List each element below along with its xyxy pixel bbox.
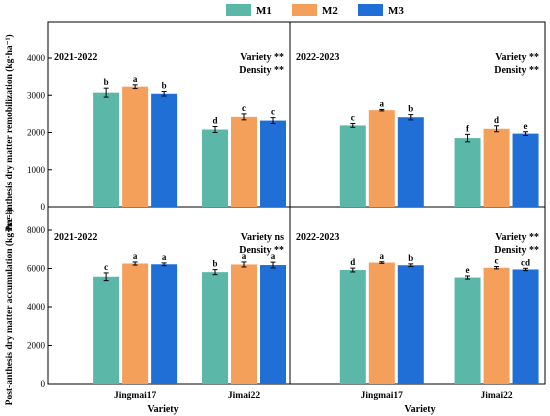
significance-letter: a [133,251,138,261]
bar-m1-jimai22 [454,277,481,384]
bar-m3-jimai22 [260,120,287,207]
bar-m3-jimai22 [512,269,539,384]
y-tick-label: 2000 [27,128,46,138]
y-tick-label: 4000 [27,302,46,312]
legend-label-m1: M1 [256,5,272,17]
significance-letter: a [242,251,247,261]
bar-m1-jimai22 [454,138,481,207]
figure-frame [47,21,546,385]
significance-annotation: Density ** [239,65,284,76]
bar-m3-jingmai17 [151,93,178,207]
bar-m3-jingmai17 [397,117,424,207]
x-tick-label: Jimai22 [228,391,260,401]
legend-swatch-m1 [226,4,251,16]
bar-m3-jimai22 [512,133,539,207]
significance-letter: b [104,77,109,87]
bar-m2-jimai22 [231,264,258,384]
significance-letter: c [351,113,355,123]
significance-letter: b [408,253,413,263]
significance-annotation: Density ** [494,245,539,256]
bar-m2-jingmai17 [368,110,395,207]
significance-letter: a [162,252,167,262]
significance-letter: c [271,107,275,117]
x-axis-label-right: Variety [404,404,435,415]
legend: M1 M2 M3 [226,4,404,17]
x-axis-label-left: Variety [147,404,178,415]
panel-2: 2022-2023 Variety ** Density ** c a b f d e [296,52,539,207]
y-tick-label: 1000 [27,165,46,175]
bar-m2-jimai22 [483,128,510,207]
significance-letter: a [380,98,385,108]
panel-3: 2021-2022 Variety ns Density ** 0 2000 4000 60… [27,225,287,401]
significance-letter: b [408,104,413,114]
significance-annotation: Variety ** [495,52,539,63]
significance-letter: f [466,123,470,133]
significance-letter: a [271,251,276,261]
significance-letter: d [494,115,499,125]
panel-1: 2021-2022 Variety ** Density ** 0 1000 2000 30… [27,52,287,212]
significance-letter: a [380,251,385,261]
y-axis-label-top: Pre-anthesis dry matter remobilization (… [4,34,15,231]
panel-4: 2022-2023 Variety ** Density ** Jingmai17 d a… [296,232,539,401]
significance-annotation: Variety ns [241,232,284,243]
bar-m2-jimai22 [231,116,258,207]
significance-annotation: Density ** [239,245,284,256]
panel-title: 2021-2022 [54,232,97,243]
significance-letter: c [495,256,499,266]
x-tick-label: Jingmai17 [114,391,156,401]
bar-m1-jingmai17 [339,270,366,384]
bar-m2-jingmai17 [368,262,395,384]
significance-letter: e [466,265,470,275]
x-tick-label: Jimai22 [480,391,512,401]
significance-letter: c [104,262,108,272]
plots: 2021-2022 Variety ** Density ** 0 1000 2000 30… [27,52,539,401]
legend-swatch-m3 [358,4,383,16]
significance-letter: a [133,74,138,84]
panel-title: 2022-2023 [296,52,339,63]
legend-label-m2: M2 [322,5,338,17]
significance-letter: c [242,103,246,113]
significance-annotation: Density ** [494,65,539,76]
bar-m2-jimai22 [483,267,510,384]
significance-letter: e [524,121,528,131]
significance-letter: b [213,259,218,269]
bar-m3-jimai22 [260,265,287,384]
significance-letter: d [350,257,355,267]
bar-m1-jingmai17 [93,92,120,207]
y-tick-label: 0 [41,379,46,389]
bar-m1-jingmai17 [93,276,120,384]
bar-m1-jingmai17 [339,125,366,207]
bar-m1-jimai22 [202,272,229,384]
bar-m2-jingmai17 [122,86,149,207]
significance-letter: d [213,116,218,126]
y-tick-label: 3000 [27,90,46,100]
legend-swatch-m2 [292,4,317,16]
y-tick-label: 0 [41,202,46,212]
y-tick-label: 8000 [27,225,46,235]
legend-label-m3: M3 [388,5,404,17]
significance-annotation: Variety ** [495,232,539,243]
bar-m3-jingmai17 [397,265,424,384]
x-tick-label: Jingmai17 [361,391,403,401]
significance-annotation: Variety ** [240,52,284,63]
y-tick-label: 2000 [27,341,46,351]
y-tick-label: 6000 [27,264,46,274]
y-axis-label-bottom: Post-anthesis dry matter accumulation (k… [4,209,15,406]
significance-letter: cd [521,257,530,267]
y-tick-label: 4000 [27,53,46,63]
bar-m3-jingmai17 [151,264,178,384]
significance-letter: b [162,81,167,91]
bar-m2-jingmai17 [122,263,149,384]
panel-title: 2022-2023 [296,232,339,243]
bar-m1-jimai22 [202,129,229,207]
panel-title: 2021-2022 [54,52,97,63]
